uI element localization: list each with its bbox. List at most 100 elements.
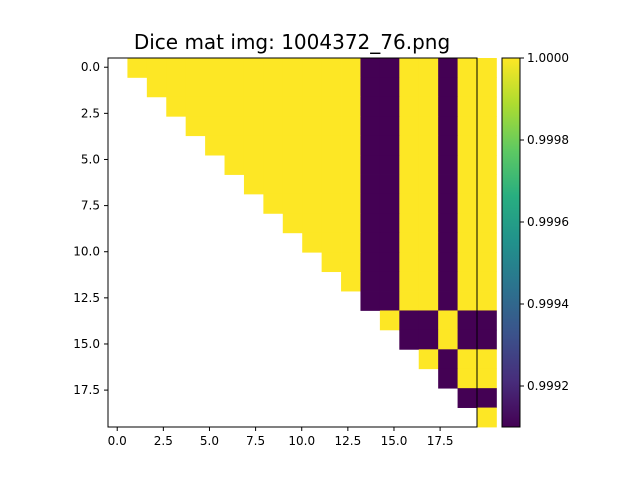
- heatmap-cell: [321, 116, 342, 137]
- heatmap-cell: [457, 232, 478, 253]
- colorbar-tick-label: 0.9994: [527, 297, 569, 311]
- heatmap-cell: [457, 310, 478, 331]
- heatmap-cell: [224, 58, 245, 78]
- heatmap-cells: [127, 58, 497, 428]
- heatmap-cell: [399, 77, 420, 98]
- plot-frame: [107, 57, 478, 428]
- heatmap-cell: [166, 77, 187, 98]
- heatmap-cell: [185, 116, 206, 137]
- heatmap-cell: [477, 155, 497, 175]
- heatmap-cell: [302, 193, 323, 214]
- heatmap-cell: [341, 213, 361, 234]
- colorbar-tick-label: 1.0000: [527, 51, 569, 65]
- heatmap-cell: [457, 388, 478, 408]
- heatmap-cell: [418, 155, 439, 175]
- heatmap-cell: [166, 96, 187, 117]
- colorbar-gradient: [501, 57, 521, 428]
- heatmap-cell: [438, 96, 458, 117]
- heatmap-cell: [263, 96, 284, 117]
- heatmap-cell: [321, 96, 342, 117]
- heatmap-cell: [282, 174, 303, 195]
- heatmap-cell: [379, 291, 400, 311]
- heatmap-cell: [379, 155, 400, 175]
- heatmap-cell: [205, 58, 225, 78]
- heatmap-cell: [438, 232, 458, 253]
- heatmap-cell: [438, 116, 458, 137]
- heatmap-cell: [379, 174, 400, 195]
- heatmap-cell: [379, 271, 400, 292]
- heatmap-cell: [341, 232, 361, 253]
- y-tick-label: 0.0: [81, 60, 100, 74]
- heatmap-cell: [399, 193, 420, 214]
- heatmap-cell: [341, 155, 361, 175]
- colorbar-tick-label: 0.9992: [527, 379, 569, 393]
- heatmap-cell: [360, 174, 381, 195]
- heatmap-cell: [477, 291, 497, 311]
- heatmap-cell: [379, 77, 400, 98]
- heatmap-cell: [321, 252, 342, 273]
- heatmap-cell: [243, 58, 264, 78]
- heatmap-cell: [457, 193, 478, 214]
- heatmap-cell: [302, 96, 323, 117]
- heatmap-cell: [224, 116, 245, 137]
- heatmap-cell: [438, 291, 458, 311]
- heatmap-cell: [477, 349, 497, 370]
- heatmap-cell: [457, 135, 478, 156]
- heatmap-cell: [457, 368, 478, 389]
- heatmap-cell: [399, 174, 420, 195]
- heatmap-cell: [302, 116, 323, 137]
- heatmap-cell: [379, 116, 400, 137]
- heatmap-cell: [477, 96, 497, 117]
- heatmap-cell: [205, 77, 225, 98]
- heatmap-cell: [438, 155, 458, 175]
- heatmap-cell: [263, 135, 284, 156]
- heatmap-cell: [243, 116, 264, 137]
- heatmap-cell: [477, 271, 497, 292]
- heatmap-cell: [185, 77, 206, 98]
- heatmap-cell: [399, 271, 420, 292]
- heatmap-cell: [263, 155, 284, 175]
- heatmap-cell: [477, 232, 497, 253]
- heatmap-cell: [205, 135, 225, 156]
- heatmap-cell: [418, 329, 439, 350]
- x-tick-label: 12.5: [334, 434, 361, 448]
- heatmap-cell: [418, 174, 439, 195]
- heatmap-cell: [438, 193, 458, 214]
- heatmap-cell: [321, 58, 342, 78]
- heatmap-cell: [379, 58, 400, 78]
- heatmap-cell: [399, 291, 420, 311]
- heatmap-cell: [282, 77, 303, 98]
- heatmap-cell: [282, 58, 303, 78]
- x-tick-label: 10.0: [288, 434, 315, 448]
- heatmap-cell: [263, 77, 284, 98]
- heatmap-cell: [321, 193, 342, 214]
- heatmap-cell: [185, 96, 206, 117]
- heatmap-cell: [438, 271, 458, 292]
- heatmap-cell: [438, 58, 458, 78]
- heatmap-cell: [341, 135, 361, 156]
- heatmap-cell: [341, 77, 361, 98]
- heatmap-cell: [438, 349, 458, 370]
- heatmap-cell: [302, 155, 323, 175]
- heatmap-cell: [418, 232, 439, 253]
- heatmap-cell: [321, 232, 342, 253]
- heatmap-cell: [477, 116, 497, 137]
- heatmap-cell: [399, 329, 420, 350]
- colorbar-tick-label: 0.9996: [527, 215, 569, 229]
- heatmap-cell: [379, 252, 400, 273]
- heatmap-cell: [185, 58, 206, 78]
- heatmap-cell: [399, 252, 420, 273]
- heatmap-cell: [341, 96, 361, 117]
- heatmap-cell: [457, 116, 478, 137]
- heatmap-cell: [379, 96, 400, 117]
- heatmap-cell: [127, 58, 148, 78]
- heatmap-cell: [379, 310, 400, 331]
- heatmap-cell: [477, 368, 497, 389]
- y-tick-label: 12.5: [73, 291, 100, 305]
- heatmap-cell: [477, 213, 497, 234]
- heatmap-cell: [321, 77, 342, 98]
- heatmap-cell: [263, 193, 284, 214]
- heatmap-cell: [282, 155, 303, 175]
- heatmap-cell: [341, 58, 361, 78]
